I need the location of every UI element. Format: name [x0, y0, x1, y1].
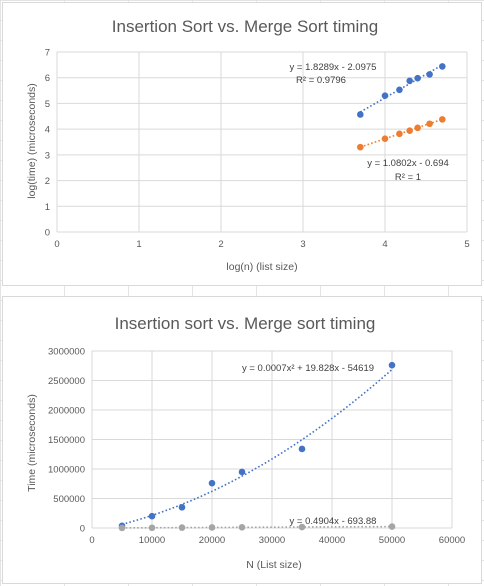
data-points	[357, 63, 446, 151]
data-point	[178, 524, 186, 531]
linear-chart-panel: Insertion sort vs. Merge sort timing 0 50…	[2, 296, 482, 584]
x-tick-label: 0	[54, 239, 59, 250]
data-point	[148, 524, 156, 532]
x-axis-title: log(n) (list size)	[226, 261, 297, 273]
data-point	[238, 524, 246, 531]
linear-chart-svg: Insertion sort vs. Merge sort timing 0 50…	[26, 314, 465, 571]
x-tick-label: 0	[89, 535, 94, 546]
data-point	[208, 524, 216, 531]
y-tick-label: 7	[45, 48, 50, 59]
grid-lines	[56, 51, 468, 233]
y-tick-label: 2	[45, 176, 50, 187]
chart-title: Insertion sort vs. Merge sort timing	[115, 314, 376, 333]
tick-labels: 0 1 2 3 4 5 6 7 0 1 2 3 4 5	[45, 48, 470, 251]
data-point	[118, 524, 126, 532]
log-chart-svg: Insertion Sort vs. Merge Sort timing 0 1 2…	[26, 17, 470, 273]
x-tick-label: 30000	[259, 535, 285, 546]
x-axis-title: N (List size)	[246, 559, 301, 571]
trendlines	[121, 368, 393, 529]
data-point	[414, 74, 421, 82]
data-point	[178, 504, 186, 511]
y-tick-label: 6	[45, 73, 50, 84]
x-tick-label: 20000	[199, 535, 225, 546]
data-point	[439, 63, 446, 70]
y-tick-label: 500000	[53, 494, 85, 505]
data-point	[396, 130, 403, 138]
trendline-equation: y = 1.0802x - 0.694	[367, 158, 449, 169]
trendline-r2: R² = 1	[395, 172, 421, 183]
trendline-equation: y = 1.8289x - 2.0975	[290, 62, 377, 73]
data-point	[208, 479, 216, 487]
data-point	[148, 512, 156, 520]
trendline	[359, 64, 443, 113]
grid-lines	[91, 350, 453, 529]
data-points	[118, 361, 396, 532]
y-tick-label: 2500000	[48, 376, 85, 387]
trendline	[121, 525, 393, 529]
data-point	[414, 124, 421, 132]
x-tick-label: 60000	[439, 535, 465, 546]
y-tick-label: 4	[45, 125, 50, 136]
data-point	[406, 127, 413, 134]
trendline	[121, 368, 393, 526]
x-tick-label: 5	[464, 239, 469, 250]
y-tick-label: 0	[45, 228, 50, 239]
y-tick-label: 1000000	[48, 465, 85, 476]
chart-title: Insertion Sort vs. Merge Sort timing	[112, 17, 378, 36]
x-tick-label: 2	[218, 239, 223, 250]
trendline-r2: R² = 0.9796	[296, 75, 346, 86]
data-point	[396, 86, 403, 94]
data-point	[298, 523, 306, 531]
x-tick-label: 1	[136, 239, 141, 250]
y-axis-title: log(time) (microseconds)	[26, 83, 38, 199]
y-tick-label: 0	[80, 524, 85, 535]
x-tick-label: 40000	[319, 535, 345, 546]
data-point	[426, 71, 433, 78]
data-point	[357, 111, 364, 118]
data-point	[406, 77, 413, 85]
y-tick-label: 1	[45, 202, 50, 213]
y-tick-label: 3000000	[48, 347, 85, 358]
log-chart-panel: Insertion Sort vs. Merge Sort timing 0 1 2…	[2, 2, 482, 286]
trendline-equation: y = 0.4904x - 693.88	[290, 516, 377, 527]
data-point	[381, 135, 389, 142]
x-tick-label: 3	[300, 239, 305, 250]
y-tick-label: 1500000	[48, 435, 85, 446]
data-point	[238, 468, 246, 476]
data-point	[388, 361, 396, 369]
tick-labels: 0500000100000015000002000000250000030000…	[48, 347, 465, 547]
data-point	[426, 120, 433, 128]
data-point	[298, 445, 306, 453]
trendline-equation: y = 0.0007x² + 19.828x - 54619	[242, 363, 374, 374]
x-tick-label: 50000	[379, 535, 405, 546]
data-point	[388, 523, 396, 530]
y-tick-label: 2000000	[48, 406, 85, 417]
x-tick-label: 10000	[139, 535, 165, 546]
data-point	[439, 116, 446, 123]
y-axis-title: Time (microseconds)	[26, 394, 38, 492]
x-tick-label: 4	[382, 239, 387, 250]
y-tick-label: 5	[45, 99, 50, 110]
y-tick-label: 3	[45, 150, 50, 161]
data-point	[381, 92, 389, 100]
data-point	[357, 143, 364, 151]
